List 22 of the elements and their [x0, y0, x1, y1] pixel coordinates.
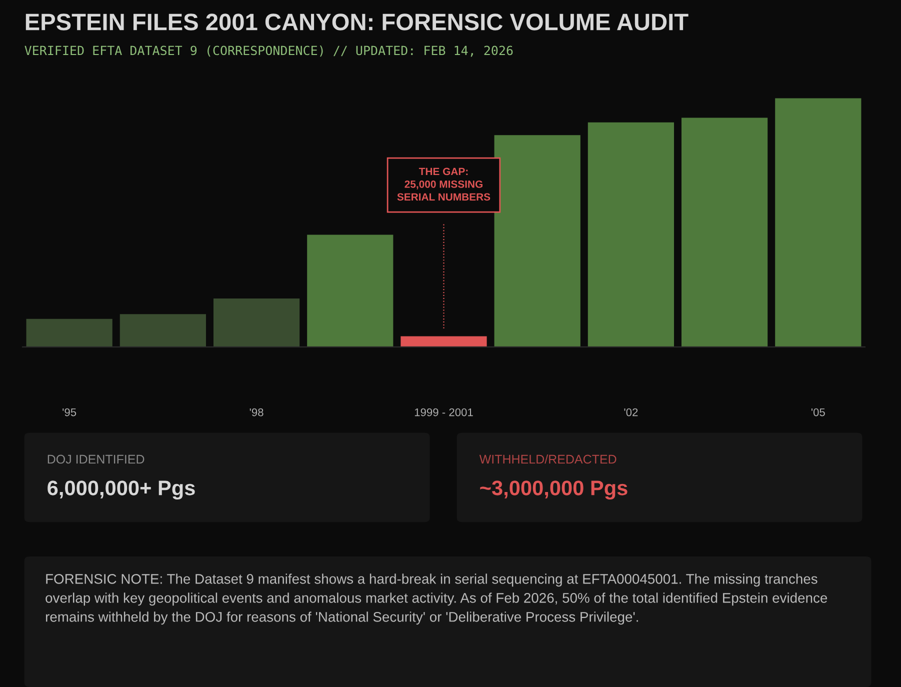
bar	[120, 314, 206, 347]
chart-subtitle: VERIFIED EFTA DATASET 9 (CORRESPONDENCE) // UPDATED: FEB 14, 2026	[24, 46, 513, 57]
x-tick-label: 1999 - 2001	[414, 408, 473, 416]
x-tick-label: '02	[624, 408, 638, 416]
chart-title: EPSTEIN FILES 2001 CANYON: FORENSIC VOLUME AUDIT	[26, 14, 688, 30]
bar	[213, 298, 300, 347]
bar	[400, 336, 487, 347]
x-tick-label: '95	[62, 408, 76, 416]
bar	[26, 318, 112, 347]
bar	[775, 98, 862, 347]
text: DOJ IDENTIFIED	[48, 454, 144, 464]
x-tick-label: '05	[811, 408, 825, 416]
bar	[494, 135, 580, 347]
bar	[588, 122, 674, 347]
x-tick-label: '98	[250, 408, 264, 416]
text: 6,000,000+ Pgs	[48, 480, 195, 500]
text: WITHHELD/REDACTED	[479, 454, 616, 464]
bar	[307, 234, 394, 347]
text: ~3,000,000 Pgs	[480, 480, 628, 500]
annotation: THE GAP: 25,000 MISSING SERIAL NUMBERS	[397, 168, 490, 201]
bar	[681, 118, 768, 347]
text: FORENSIC NOTE: The Dataset 9 manifest shows a hard-break in serial sequencing at EFTA00045001. The missing tranches overlap with key geopolitical events and anomalous market activity. As of Feb 2026, 50% of the total identified Epstein evidence remains withheld by the DOJ for reasons of 'National Security' or 'Deliberative Process Privilege'.	[46, 574, 828, 625]
